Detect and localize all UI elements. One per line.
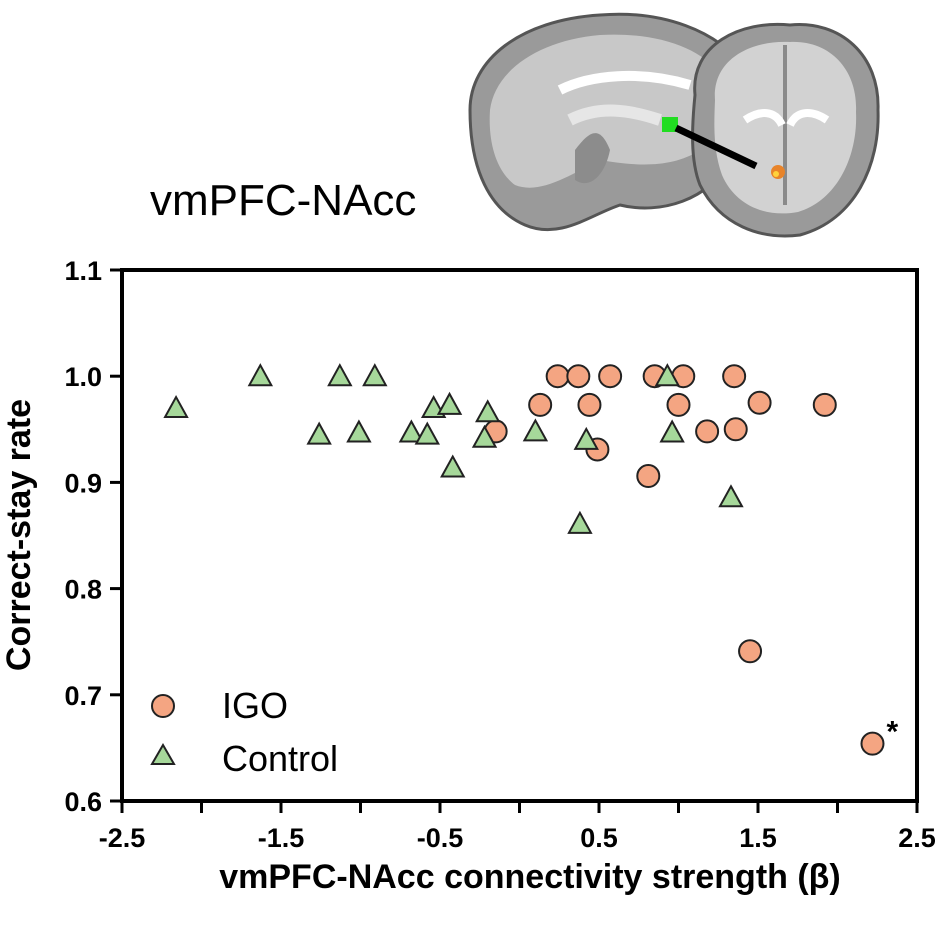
control-point <box>346 419 372 443</box>
legend-control-marker <box>150 743 176 765</box>
figure-title: vmPFC-NAcc <box>150 176 416 225</box>
igo-point <box>695 419 720 444</box>
legend: IGO Control <box>150 685 338 779</box>
control-point <box>398 419 425 443</box>
igo-point <box>812 392 837 417</box>
igo-point <box>577 392 602 417</box>
y-tick-label: 1.0 <box>64 362 102 392</box>
legend-control-label: Control <box>222 738 338 779</box>
y-tick-label: 0.8 <box>64 575 102 605</box>
igo-point <box>598 364 623 389</box>
y-axis-label: Correct-stay rate <box>0 399 38 671</box>
brain-slices-image <box>468 12 880 238</box>
igo-point <box>528 392 553 417</box>
control-point <box>654 363 681 387</box>
control-point <box>247 363 274 387</box>
control-point <box>163 394 189 419</box>
x-tick-label: 2.5 <box>898 823 936 853</box>
control-point <box>327 363 353 387</box>
x-tick-label: -1.5 <box>258 823 305 853</box>
igo-point <box>545 364 570 389</box>
x-tick-label: -2.5 <box>99 823 146 853</box>
control-point <box>306 421 332 445</box>
control-point <box>659 419 685 443</box>
control-point <box>440 454 466 478</box>
x-tick-label: 1.5 <box>739 823 777 853</box>
igo-point <box>636 464 661 489</box>
control-point <box>362 363 388 387</box>
x-tick-label: 0.5 <box>580 823 618 853</box>
igo-point <box>860 731 885 756</box>
control-point <box>567 510 593 534</box>
igo-point <box>723 417 748 442</box>
legend-igo-label: IGO <box>222 685 288 726</box>
x-axis-label: vmPFC-NAcc connectivity strength (β) <box>219 858 841 896</box>
control-point <box>471 424 498 448</box>
y-axis-ticks: 0.6 0.7 0.8 0.9 1.0 1.1 <box>64 256 122 817</box>
outlier-asterisk: * <box>886 716 898 749</box>
igo-point <box>747 390 772 415</box>
x-axis-ticks: -2.5 -1.5 -0.5 0.5 1.5 2.5 <box>99 801 936 853</box>
control-point <box>573 426 599 450</box>
y-tick-label: 1.1 <box>64 256 102 286</box>
legend-igo-marker <box>151 694 175 718</box>
y-tick-label: 0.9 <box>64 468 102 498</box>
igo-point <box>566 364 591 389</box>
control-point <box>718 484 744 508</box>
igo-point <box>738 639 763 664</box>
x-tick-label: -0.5 <box>417 823 464 853</box>
y-tick-label: 0.6 <box>64 787 102 817</box>
control-point <box>475 399 501 423</box>
y-tick-label: 0.7 <box>64 681 102 711</box>
igo-point <box>722 364 747 389</box>
control-point <box>436 391 463 415</box>
control-point <box>414 421 440 445</box>
control-point <box>522 418 549 442</box>
scatter-marks <box>163 363 885 756</box>
igo-point <box>666 392 691 417</box>
